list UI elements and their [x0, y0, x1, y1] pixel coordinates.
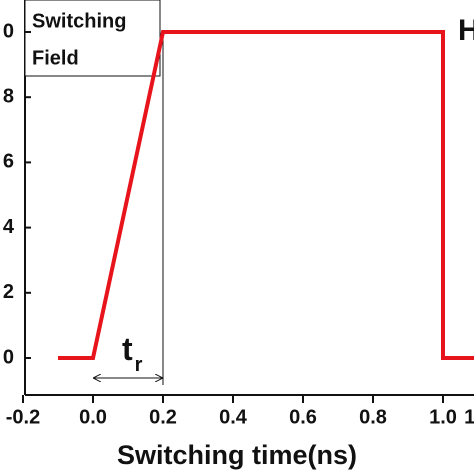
y-tick-label: 2 — [3, 281, 14, 303]
legend-box — [24, 0, 161, 77]
annotation-sub: r — [135, 354, 143, 376]
x-tick-label: 0.2 — [149, 406, 177, 428]
x-tick-label: 1.0 — [429, 406, 457, 428]
corner-label: H — [458, 14, 474, 47]
y-tick-label: 4 — [3, 216, 15, 238]
x-tick-label: 0.0 — [79, 406, 107, 428]
y-tick-label: 0 — [3, 20, 14, 42]
legend-text: Field — [32, 47, 79, 69]
x-axis-label: Switching time(ns) — [117, 440, 357, 470]
y-tick-label: 6 — [3, 151, 14, 173]
plot-area — [58, 30, 474, 360]
legend-text: Switching — [32, 10, 126, 32]
y-tick-label: 0 — [3, 346, 14, 368]
x-tick-label: -0.2 — [6, 406, 40, 428]
x-tick-label: 0.8 — [359, 406, 387, 428]
y-tick-label: 8 — [3, 85, 14, 107]
annotation-main: t — [122, 331, 133, 367]
x-tick-label: 0.6 — [289, 406, 317, 428]
x-tick-label: 1.1 — [464, 406, 474, 428]
series-line — [58, 30, 474, 360]
x-tick-label: 0.4 — [219, 406, 248, 428]
